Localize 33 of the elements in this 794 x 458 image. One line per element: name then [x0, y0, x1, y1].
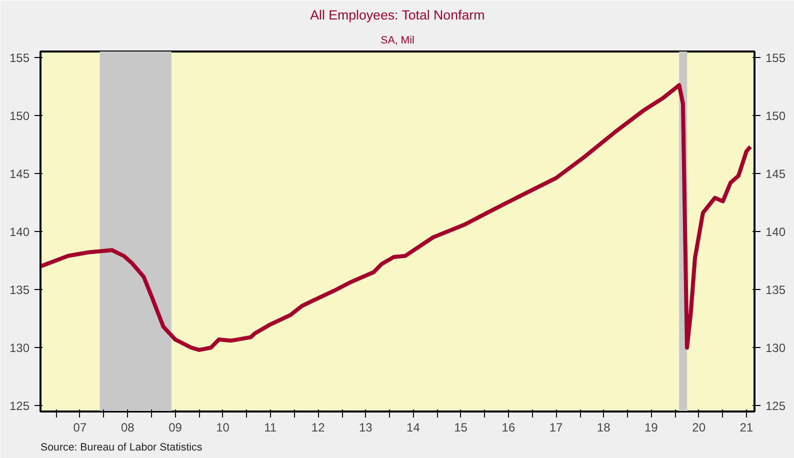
y2-tick-label: 130	[766, 341, 786, 356]
x-tick-label: 11	[264, 420, 277, 434]
y2-tick-label: 140	[766, 225, 786, 239]
x-tick-label: 17	[549, 420, 564, 434]
x-tick-label: 09	[168, 420, 182, 434]
y2-tick-label: 135	[766, 283, 786, 298]
x-tick-label: 16	[502, 420, 516, 434]
chart-subtitle: SA, Mil	[380, 34, 414, 46]
x-tick-label: 21	[740, 420, 754, 434]
y-tick-label: 140	[9, 225, 30, 239]
x-tick-label: 07	[73, 420, 87, 434]
x-tick-label: 20	[692, 420, 706, 434]
y2-tick-label: 145	[766, 166, 786, 181]
y2-tick-label: 155	[766, 50, 786, 65]
y2-tick-label: 150	[766, 108, 786, 123]
x-tick-label: 12	[311, 420, 326, 434]
y-tick-label: 145	[9, 166, 30, 181]
x-tick-label: 10	[216, 420, 230, 434]
y-tick-label: 125	[9, 399, 30, 414]
x-tick-label: 08	[121, 420, 135, 434]
x-tick-label: 15	[454, 420, 468, 434]
y-tick-label: 135	[9, 283, 30, 298]
chart-title: All Employees: Total Nonfarm	[310, 8, 485, 22]
x-tick-label: 13	[358, 420, 373, 434]
source-note: Source: Bureau of Labor Statistics	[40, 442, 202, 454]
x-tick-label: 18	[596, 420, 611, 434]
x-tick-label: 14	[406, 420, 420, 434]
x-tick-label: 19	[644, 420, 658, 434]
y-tick-label: 150	[9, 108, 30, 123]
y-tick-label: 130	[9, 341, 30, 356]
y-tick-label: 155	[9, 50, 30, 65]
line-series	[40, 83, 752, 352]
y2-tick-label: 125	[766, 399, 786, 414]
